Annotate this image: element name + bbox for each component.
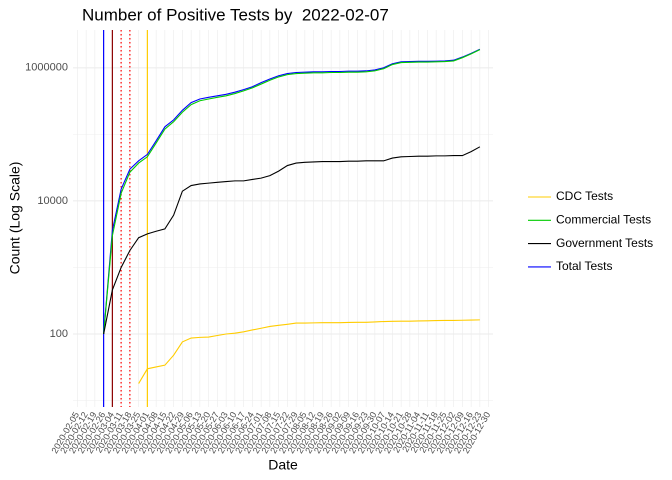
y-tick-label: 10000: [37, 195, 68, 207]
chart-title: Number of Positive Tests by 2022-02-07: [82, 5, 389, 24]
legend-label: CDC Tests: [556, 189, 613, 203]
y-tick-label: 100: [50, 328, 68, 340]
x-axis-label: Date: [268, 457, 298, 473]
series-line: [103, 48, 481, 335]
legend-label: Total Tests: [556, 259, 612, 273]
series-line: [103, 146, 481, 335]
series-line: [103, 49, 481, 335]
y-tick-label: 1000000: [25, 62, 68, 74]
legend-label: Government Tests: [556, 236, 653, 250]
legend-label: Commercial Tests: [556, 212, 651, 226]
series-line: [138, 319, 480, 384]
y-axis-label: Count (Log Scale): [7, 162, 23, 275]
